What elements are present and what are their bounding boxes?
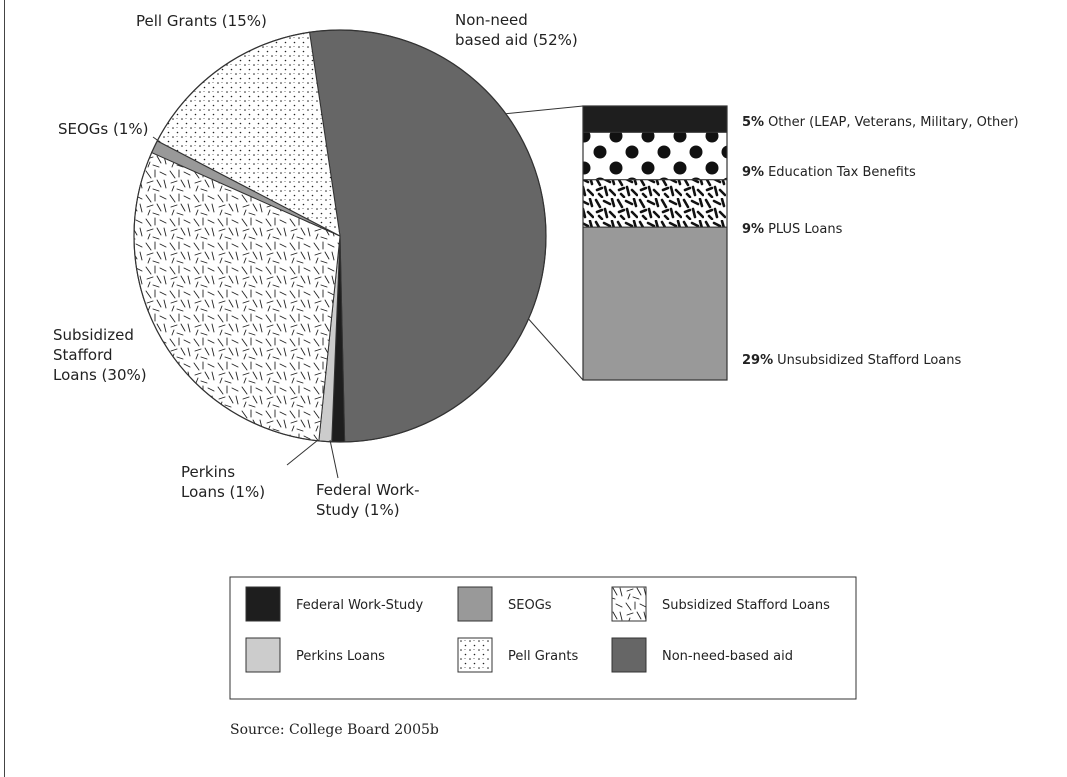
pie-label-nonneed: based aid (52%) [455, 31, 578, 49]
legend-label-perkins: Perkins Loans [296, 649, 385, 664]
breakdown-label-other: 5% Other (LEAP, Veterans, Military, Other… [742, 115, 1019, 130]
pie-labels: Non-need based aid (52%) Federal Work- Stud… [53, 11, 578, 519]
breakdown-label-plus: 9% PLUS Loans [742, 222, 843, 237]
breakdown-connectors [505, 105, 584, 381]
legend-label-fws: Federal Work-Study [296, 598, 424, 613]
source-note: Source: College Board 2005b [230, 722, 439, 738]
pie-slice-nonneed [308, 29, 547, 443]
pie-label-fws: Federal Work- [316, 481, 419, 499]
pie-label-seog: SEOGs (1%) [58, 120, 149, 138]
pie-label-perkins: Loans (1%) [181, 483, 265, 501]
breakdown-labels: 5% Other (LEAP, Veterans, Military, Other… [742, 115, 1019, 368]
legend-swatch-stafford [611, 586, 647, 622]
legend-label-pell: Pell Grants [508, 649, 578, 664]
breakdown-label-tax: 9% Education Tax Benefits [742, 165, 916, 180]
legend-label-nonneed: Non-need-based aid [662, 649, 793, 664]
legend-box [229, 576, 857, 700]
stacked-breakdown-bar [582, 105, 728, 381]
leader-line-seog [152, 136, 161, 143]
legend-swatch-pell [457, 637, 493, 673]
page-margin-rule [4, 0, 5, 777]
bar-segment-tax [582, 131, 728, 181]
legend-swatch-nonneed [611, 637, 647, 673]
leader-line-perkins [286, 439, 319, 466]
pie-chart [133, 29, 547, 443]
legend-swatch-fws [245, 586, 281, 622]
legend-swatch-perkins [245, 637, 281, 673]
bar-outline [582, 105, 728, 381]
connector-bottom [528, 318, 584, 381]
pie-label-stafford: Loans (30%) [53, 366, 147, 384]
legend-label-stafford: Subsidized Stafford Loans [662, 598, 830, 613]
breakdown-label-unsub: 29% Unsubsidized Stafford Loans [742, 353, 961, 368]
bar-segment-unsub [582, 226, 728, 381]
bar-segment-plus [582, 179, 728, 228]
pie-label-perkins: Perkins [181, 463, 235, 481]
legend-label-seog: SEOGs [508, 598, 552, 613]
pie-label-stafford: Stafford [53, 346, 113, 364]
connector-top [505, 105, 584, 115]
pie-label-fws: Study (1%) [316, 501, 400, 519]
pie-label-stafford: Subsidized [53, 326, 134, 344]
leader-line-fws [329, 439, 339, 479]
pie-outline [133, 29, 547, 443]
pie-label-nonneed: Non-need [455, 11, 528, 29]
legend-swatch-seog [457, 586, 493, 622]
legend: Federal Work-Study SEOGs Subsidized Staffo… [229, 576, 857, 700]
bar-segment-other [582, 105, 728, 133]
pie-label-pell: Pell Grants (15%) [136, 12, 267, 30]
